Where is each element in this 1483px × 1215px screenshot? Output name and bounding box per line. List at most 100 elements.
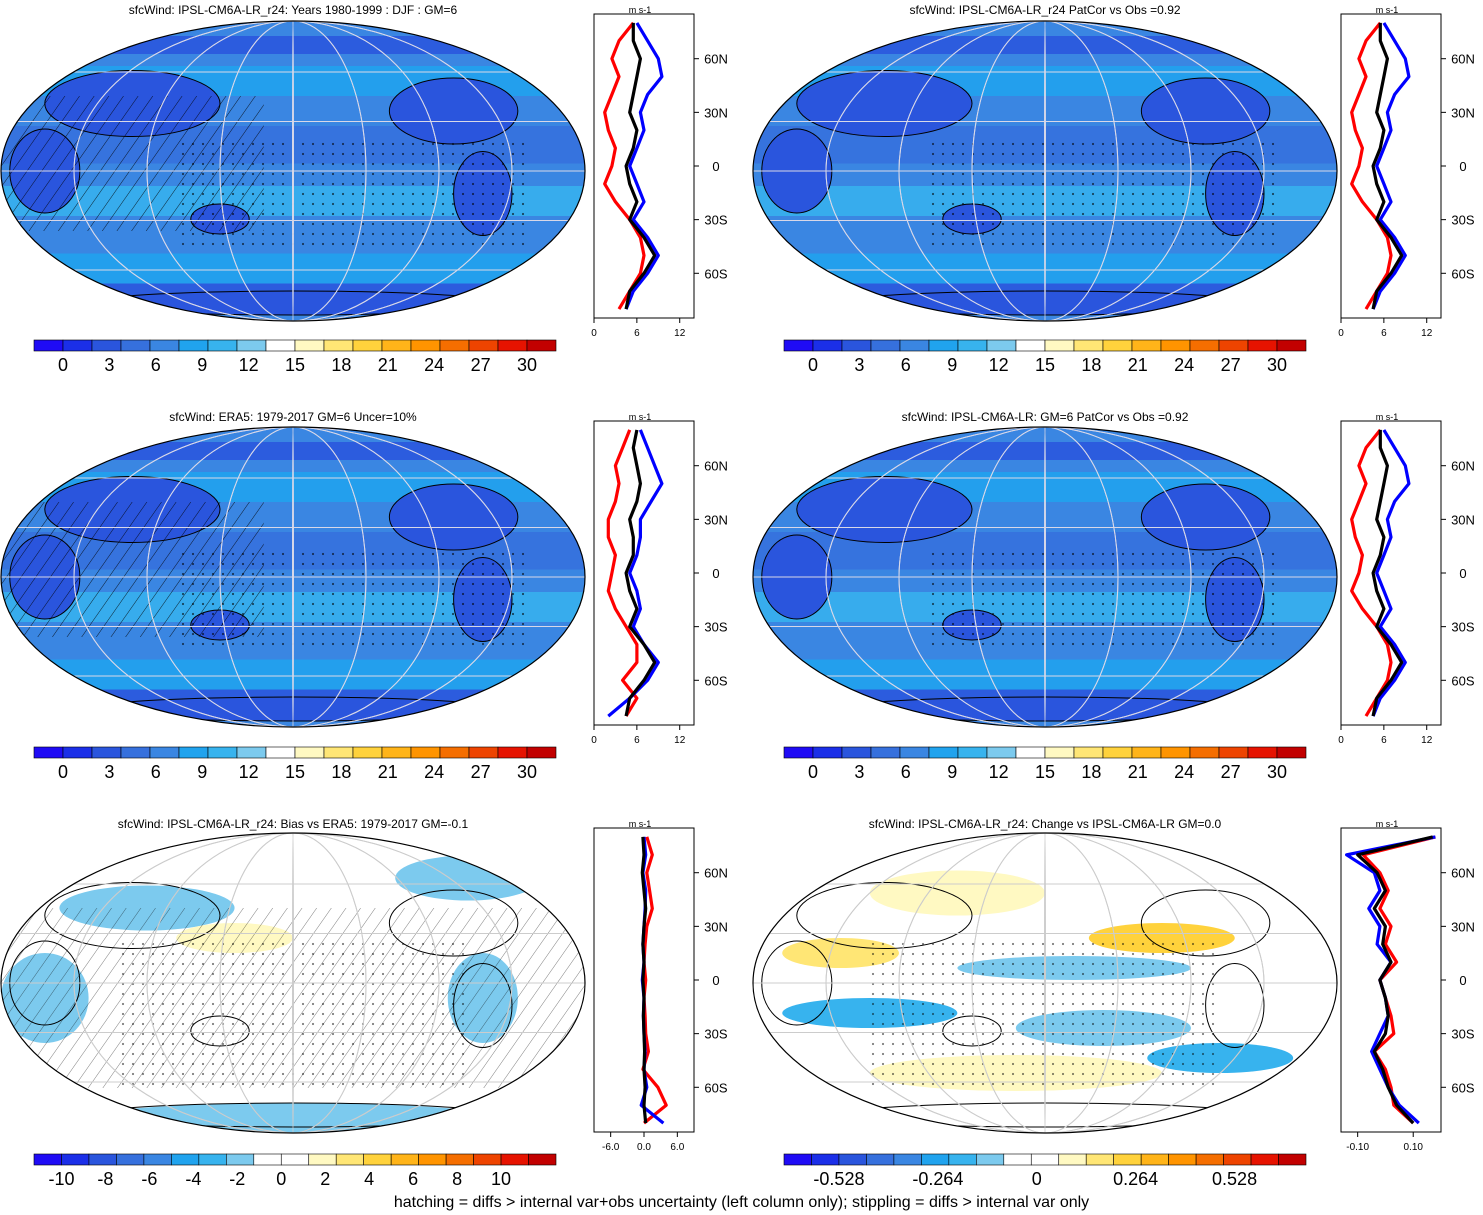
colorbar-swatch: [1085, 1153, 1114, 1166]
map-border: [0, 832, 586, 1134]
colorbar-swatch: [62, 339, 93, 352]
colorbar-swatch: [1044, 339, 1075, 352]
colorbar-swatch: [1195, 1153, 1224, 1166]
panel-title: sfcWind: IPSL-CM6A-LR: GM=6 PatCor vs Ob…: [902, 410, 1189, 424]
colorbar-swatch: [1160, 339, 1191, 352]
colorbar-tick-label: 30: [1267, 762, 1287, 782]
anomaly-patch: [869, 870, 1045, 916]
colorbar-tick-label: 0: [58, 355, 68, 375]
zonal-profile: m s-1 60N 30N 0 30S 60S -6.0 0.0 6.0: [593, 819, 728, 1153]
map-border: [0, 20, 586, 322]
colorbar-swatch: [171, 1153, 200, 1166]
profile-ytick-label: 30N: [704, 512, 728, 527]
profile-ytick-label: 60N: [704, 459, 728, 474]
profile-ytick-label: 30S: [1451, 213, 1474, 228]
colorbar-swatch: [62, 746, 93, 759]
colorbar-swatch: [526, 339, 557, 352]
profile-ytick-label: 0: [712, 566, 719, 581]
colorbar-swatch: [783, 339, 814, 352]
meridian-line: [1044, 427, 1046, 727]
colorbar: -0.528 -0.264 0 0.264 0.528: [783, 1153, 1307, 1189]
colorbar-tick-label: 21: [1128, 355, 1148, 375]
colorbar-swatch: [390, 1153, 419, 1166]
colorbar-swatch: [265, 339, 296, 352]
colorbar-swatch: [812, 746, 843, 759]
colorbar-tick-label: -8: [97, 1169, 113, 1189]
profile-ytick-label: 0: [712, 973, 719, 988]
colorbar-tick-label: 0.264: [1113, 1169, 1158, 1189]
map-border: [752, 426, 1338, 728]
colorbar-swatch: [1140, 1153, 1169, 1166]
stippling: [176, 141, 527, 246]
colorbar-tick-label: 9: [947, 762, 957, 782]
colorbar-tick-label: 15: [1035, 355, 1055, 375]
profile-ytick-label: 60S: [1451, 266, 1474, 281]
colorbar-tick-label: 18: [1081, 355, 1101, 375]
profile-series-line: [641, 836, 668, 1125]
colorbar-swatch: [198, 1153, 227, 1166]
panel-title: sfcWind: IPSL-CM6A-LR_r24: Change vs IPS…: [869, 817, 1222, 831]
profile-xtick-label: -6.0: [602, 1142, 620, 1153]
zonal-profile: m s-1 60N 30N 0 30S 60S 0 6 12: [591, 412, 728, 746]
meridian-line: [292, 427, 294, 727]
colorbar-tick-label: -0.528: [813, 1169, 864, 1189]
colorbar-swatch: [363, 1153, 392, 1166]
colorbar-swatch: [178, 746, 209, 759]
colorbar-swatch: [253, 1153, 282, 1166]
map-border: [752, 20, 1338, 322]
profile-series-line: [1371, 429, 1404, 717]
colorbar-tick-label: 18: [331, 762, 351, 782]
colorbar-tick-label: 3: [104, 355, 114, 375]
colorbar-swatch: [928, 746, 959, 759]
colorbar-swatch: [838, 1153, 867, 1166]
profile-xtick-label: 0: [591, 735, 597, 746]
colorbar-swatch: [500, 1153, 529, 1166]
profile-xtick-label: 0: [1338, 328, 1344, 339]
profile-xtick-label: 6: [634, 328, 640, 339]
colorbar-swatch: [1276, 746, 1307, 759]
profile-unit: m s-1: [1376, 819, 1399, 829]
colorbar: 0 3 6 9 12 15 18 21 24 27 30: [783, 339, 1307, 375]
map-field: [753, 427, 1337, 727]
profile-xtick-label: 12: [674, 735, 686, 746]
colorbar-tick-label: 15: [285, 355, 305, 375]
colorbar-swatch: [497, 339, 528, 352]
colorbar-swatch: [294, 339, 325, 352]
colorbar-swatch: [410, 746, 441, 759]
colorbar-swatch: [1223, 1153, 1252, 1166]
colorbar-tick-label: 30: [1267, 355, 1287, 375]
colorbar-tick-label: 3: [854, 762, 864, 782]
colorbar-swatch: [294, 746, 325, 759]
meridian-line: [1044, 21, 1046, 321]
colorbar-swatch: [468, 339, 499, 352]
profile-ytick-label: 60N: [1451, 52, 1475, 67]
colorbar-tick-label: 24: [1174, 355, 1194, 375]
profile-ytick-label: 60N: [704, 866, 728, 881]
colorbar-swatch: [381, 339, 412, 352]
colorbar-tick-label: 9: [947, 355, 957, 375]
profile-xtick-label: 12: [1421, 328, 1433, 339]
colorbar-swatch: [265, 746, 296, 759]
map-field: [1, 833, 585, 1133]
map-field: [1, 21, 585, 321]
colorbar-swatch: [468, 746, 499, 759]
colorbar-tick-label: 24: [1174, 762, 1194, 782]
zonal-profile: m s-1 60N 30N 0 30S 60S 0 6 12: [591, 5, 728, 339]
colorbar-swatch: [1003, 1153, 1032, 1166]
colorbar-swatch: [976, 1153, 1005, 1166]
colorbar-swatch: [1030, 1153, 1060, 1166]
meridian-line: [971, 427, 1119, 727]
colorbar-tick-label: 15: [1035, 762, 1055, 782]
profile-ytick-label: 0: [1459, 973, 1466, 988]
colorbar-swatch: [88, 1153, 117, 1166]
meridian-line: [146, 21, 440, 321]
meridian-line: [73, 21, 513, 321]
profile-series-line: [1371, 22, 1404, 310]
colorbar-swatch: [948, 1153, 977, 1166]
colorbar-tick-label: 27: [1221, 762, 1241, 782]
colorbar-swatch: [236, 746, 267, 759]
map-field: [753, 833, 1337, 1133]
colorbar-swatch: [352, 746, 383, 759]
profile-series-line: [1371, 22, 1411, 310]
map-field: [753, 21, 1337, 321]
